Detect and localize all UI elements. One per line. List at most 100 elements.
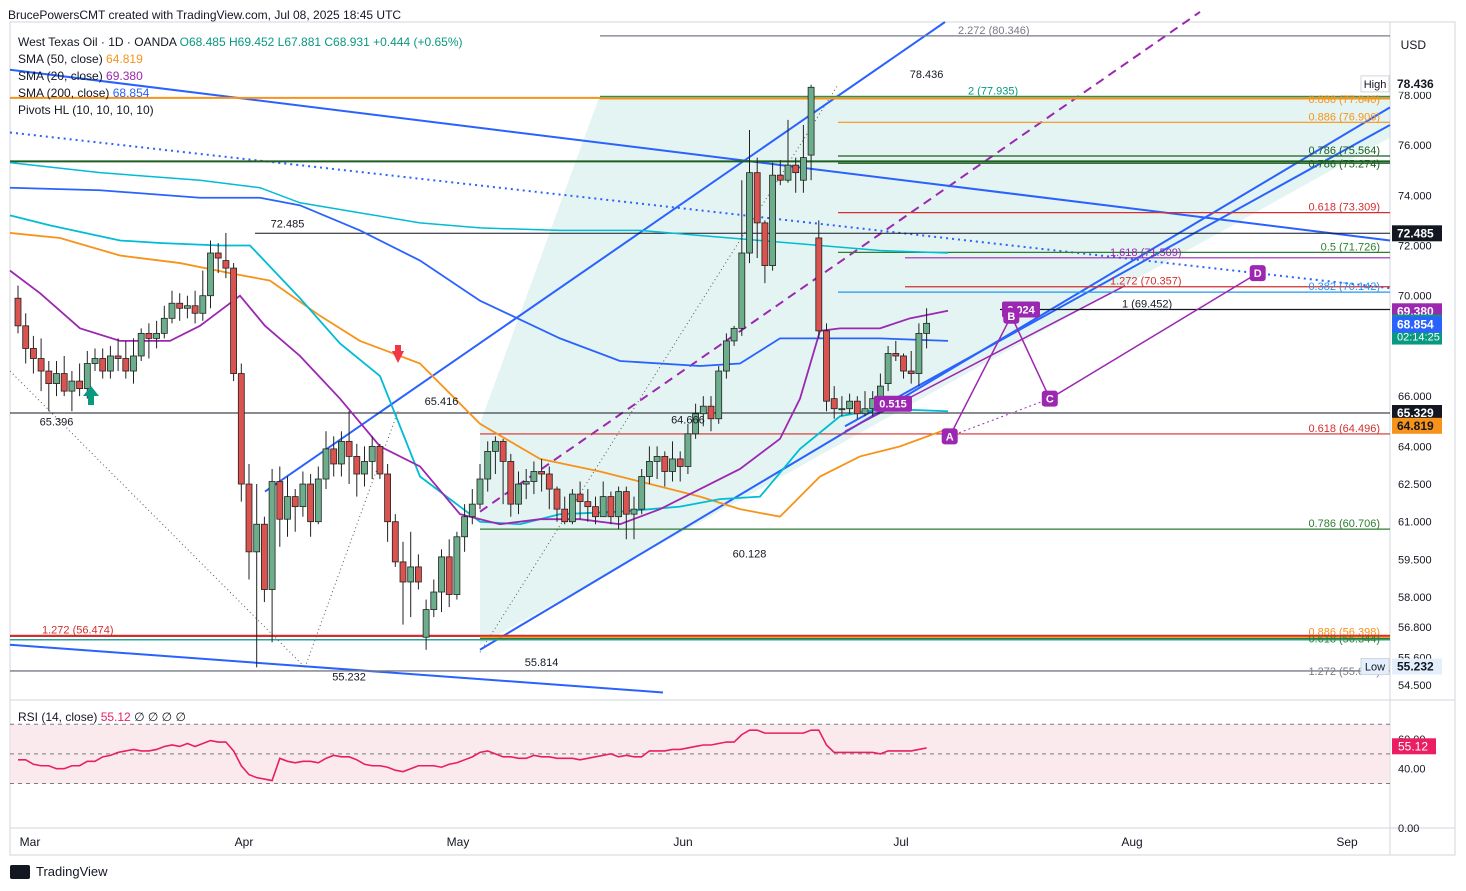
candle [222, 232, 230, 279]
candle [199, 270, 207, 321]
candle [599, 481, 607, 518]
chart-frame [9, 21, 1456, 856]
candle [399, 541, 407, 625]
candle-body [345, 440, 353, 457]
candle [753, 157, 761, 259]
sma50-line [9, 232, 949, 518]
candle-body [746, 172, 753, 254]
candle-body [584, 501, 592, 508]
candle [391, 514, 399, 567]
candle [699, 396, 707, 427]
footer-brand: TradingView [36, 864, 108, 879]
candle [237, 363, 245, 502]
candle-body [699, 405, 707, 415]
price-annotation: 55.232 [332, 672, 366, 684]
candle [330, 436, 338, 477]
candle-body [815, 237, 823, 332]
candle-body [807, 86, 815, 156]
candle [268, 468, 276, 643]
fib-level-label: 0.886 (77.840) [1308, 94, 1380, 106]
candle-body [245, 483, 253, 553]
candle-body [753, 172, 761, 224]
pattern-point-c [1041, 390, 1058, 407]
sma50-label[interactable]: SMA (50, close) [18, 52, 103, 66]
candle [345, 411, 353, 485]
candle [422, 599, 430, 650]
candle-body [823, 330, 830, 402]
candle [584, 489, 592, 522]
candle-body [723, 340, 730, 372]
candle-body [137, 332, 145, 357]
price-tick-label: 70.000 [1398, 291, 1432, 303]
candle [530, 461, 538, 495]
candle [114, 338, 122, 372]
symbol-title[interactable]: West Texas Oil · 1D · OANDA [18, 35, 177, 49]
price-annotation: 64.666 [671, 415, 705, 427]
pattern-point-b [1003, 307, 1020, 324]
candle [368, 436, 376, 480]
price-annotation: 65.396 [40, 416, 74, 428]
price-badge [1392, 225, 1442, 242]
currency-label[interactable]: USD [1400, 38, 1426, 52]
candle-body [846, 400, 853, 410]
pattern-point-d [1249, 265, 1266, 282]
candle [245, 463, 253, 580]
candle-body [176, 302, 184, 309]
chart-credit: BrucePowersCMT created with TradingView.… [8, 8, 402, 22]
candle [823, 323, 830, 412]
candle-body [276, 481, 284, 520]
candle-body [414, 566, 422, 583]
fib-level-label: 0.5 (71.726) [1321, 241, 1380, 253]
candle [484, 441, 492, 492]
pattern-point-label: A [946, 431, 954, 443]
rsi-label[interactable]: RSI (14, close) [18, 710, 98, 724]
candle-body [107, 355, 114, 372]
candle-body [707, 405, 715, 420]
price-tick-label: 66.000 [1398, 391, 1432, 403]
candle-body [561, 508, 569, 523]
candle-body [207, 252, 214, 297]
candle-body [453, 536, 461, 595]
time-axis[interactable]: Mar Apr May Jun Jul Aug Sep [20, 835, 1358, 849]
badge-tag [1360, 75, 1390, 93]
candle [191, 290, 199, 324]
rsi-value: 55.12 [100, 710, 131, 724]
price-axis[interactable]: 78.000 76.000 74.000 72.000 70.000 66.000 64.0… [1360, 75, 1442, 692]
candle [884, 345, 892, 392]
price-badge [1392, 75, 1442, 92]
candle-body [337, 440, 345, 465]
candle [22, 313, 30, 364]
fib-level-label: 0.618 (56.344) [1308, 634, 1380, 646]
candle [723, 333, 730, 379]
candle-body [491, 440, 499, 452]
sma20-label[interactable]: SMA (20, close) [18, 69, 103, 83]
price-tick-label: 58.000 [1398, 592, 1432, 604]
candle-body [438, 556, 445, 593]
price-annotation: 60.128 [733, 549, 767, 561]
fib-level-label: 2.272 (80.346) [958, 25, 1030, 37]
price-badge-value: 65.329 [1397, 406, 1434, 420]
price-tick-label: 54.500 [1398, 680, 1432, 692]
candle [830, 386, 838, 419]
rsi-legend: RSI (14, close) 55.12 ∅ ∅ ∅ ∅ [18, 710, 186, 724]
candle [592, 496, 599, 525]
abcd-pattern: A B C D [941, 265, 1266, 445]
candle [453, 531, 461, 600]
rsi-line [18, 729, 927, 782]
time-tick-label: Jul [893, 835, 908, 849]
candle-body [861, 408, 869, 415]
candle-body [461, 516, 469, 538]
candle-body [260, 523, 268, 590]
pivots-label[interactable]: Pivots HL (10, 10, 10, 10) [18, 103, 154, 117]
candle-body [430, 591, 438, 610]
candle-body [130, 355, 137, 372]
candle [414, 554, 422, 590]
candle [29, 335, 37, 374]
sma200-label[interactable]: SMA (200, close) [18, 86, 110, 100]
sma200-value: 68.854 [112, 86, 150, 100]
candle [45, 361, 53, 412]
price-badge-value: 72.485 [1397, 226, 1434, 240]
price-tick-label: 74.000 [1398, 190, 1432, 202]
candle-body [191, 305, 199, 314]
candle [91, 348, 99, 372]
